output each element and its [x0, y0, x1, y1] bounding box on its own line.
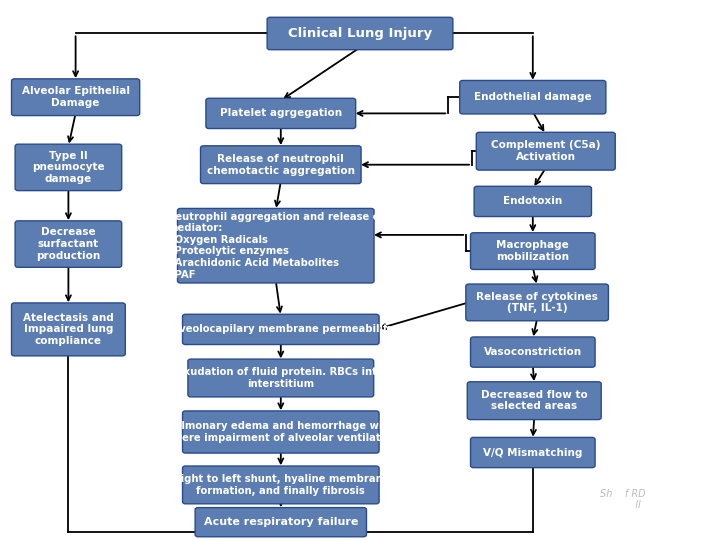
Text: Alveolocapilary membrane permeability: Alveolocapilary membrane permeability	[168, 325, 394, 334]
FancyBboxPatch shape	[471, 437, 595, 468]
Text: Neutrophil aggregation and release of
mediator:
- Oxygen Radicals
- Proteolytic : Neutrophil aggregation and release of me…	[167, 212, 384, 280]
Text: Complement (C5a)
Activation: Complement (C5a) Activation	[491, 140, 600, 162]
Text: Acute respiratory failure: Acute respiratory failure	[204, 517, 358, 527]
Text: Vasoconstriction: Vasoconstriction	[484, 347, 582, 357]
FancyBboxPatch shape	[206, 98, 356, 129]
Text: Endotoxin: Endotoxin	[503, 197, 562, 206]
Text: Decrease
surfactant
production: Decrease surfactant production	[36, 227, 101, 261]
Text: Release of neutrophil
chemotactic aggregation: Release of neutrophil chemotactic aggreg…	[207, 154, 355, 176]
FancyBboxPatch shape	[200, 146, 361, 184]
FancyBboxPatch shape	[15, 221, 122, 267]
FancyBboxPatch shape	[12, 303, 125, 356]
Text: Type II
pneumocyte
damage: Type II pneumocyte damage	[32, 151, 104, 184]
FancyBboxPatch shape	[12, 79, 140, 116]
FancyBboxPatch shape	[477, 132, 615, 170]
FancyBboxPatch shape	[467, 382, 601, 420]
Text: Pulmonary edema and hemorrhage with
severe impairment of alveolar ventilation: Pulmonary edema and hemorrhage with seve…	[163, 421, 398, 443]
FancyBboxPatch shape	[177, 208, 374, 283]
Text: Decreased flow to
selected areas: Decreased flow to selected areas	[481, 390, 588, 411]
FancyBboxPatch shape	[459, 80, 606, 114]
Text: V/Q Mismatching: V/Q Mismatching	[483, 448, 582, 457]
Text: Endothelial damage: Endothelial damage	[474, 92, 592, 102]
Text: Alveolar Epithelial
Damage: Alveolar Epithelial Damage	[22, 86, 130, 108]
Text: Right to left shunt, hyaline membrane
formation, and finally fibrosis: Right to left shunt, hyaline membrane fo…	[173, 474, 389, 496]
FancyBboxPatch shape	[183, 314, 379, 345]
FancyBboxPatch shape	[267, 17, 453, 50]
FancyBboxPatch shape	[474, 186, 592, 217]
Text: Macrophage
mobilization: Macrophage mobilization	[496, 240, 570, 262]
Text: Platelet agrgegation: Platelet agrgegation	[220, 109, 342, 118]
FancyBboxPatch shape	[183, 411, 379, 453]
Text: Release of cytokines
(TNF, IL-1): Release of cytokines (TNF, IL-1)	[476, 292, 598, 313]
FancyBboxPatch shape	[471, 337, 595, 367]
FancyBboxPatch shape	[466, 284, 608, 321]
Text: Exudation of fluid protein. RBCs into
interstitium: Exudation of fluid protein. RBCs into in…	[178, 367, 384, 389]
Text: Clinical Lung Injury: Clinical Lung Injury	[288, 27, 432, 40]
FancyBboxPatch shape	[183, 466, 379, 504]
Text: Atelectasis and
Impaaired lung
compliance: Atelectasis and Impaaired lung complianc…	[23, 313, 114, 346]
FancyBboxPatch shape	[15, 144, 122, 191]
FancyBboxPatch shape	[471, 233, 595, 269]
Text: Sh    f RD
          ll: Sh f RD ll	[600, 489, 646, 510]
FancyBboxPatch shape	[188, 359, 374, 397]
FancyBboxPatch shape	[195, 508, 366, 537]
